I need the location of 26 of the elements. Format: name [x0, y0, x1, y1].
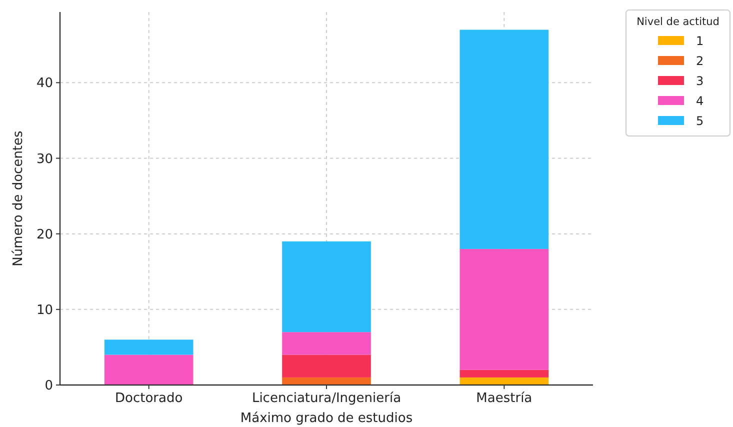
bar — [282, 241, 371, 332]
y-tick-label: 30 — [36, 152, 53, 167]
y-axis-title: Número de docentes — [11, 130, 26, 266]
y-tick-label: 20 — [36, 227, 53, 242]
y-tick-label: 40 — [36, 76, 53, 92]
x-axis-title: Máximo grado de estudios — [240, 411, 413, 426]
legend-label: 2 — [696, 54, 704, 68]
legend-label: 4 — [696, 94, 704, 108]
y-tick-label: 10 — [36, 302, 53, 318]
bar — [282, 377, 371, 385]
legend-label: 1 — [696, 34, 704, 48]
x-tick-label: Doctorado — [114, 391, 183, 406]
bar — [460, 30, 549, 249]
legend-title: Nivel de actitud — [636, 16, 720, 28]
bar — [460, 248, 549, 370]
x-tick-label: Licenciatura/Ingeniería — [252, 391, 402, 406]
bar — [460, 377, 549, 385]
bar — [282, 354, 371, 378]
bar — [460, 370, 549, 378]
x-tick-label: Maestría — [476, 391, 532, 406]
legend-label: 5 — [696, 114, 704, 128]
bar — [282, 332, 371, 355]
y-tick-label: 0 — [44, 378, 53, 394]
bar — [104, 340, 194, 355]
bar — [104, 354, 194, 385]
legend-label: 3 — [696, 74, 704, 88]
